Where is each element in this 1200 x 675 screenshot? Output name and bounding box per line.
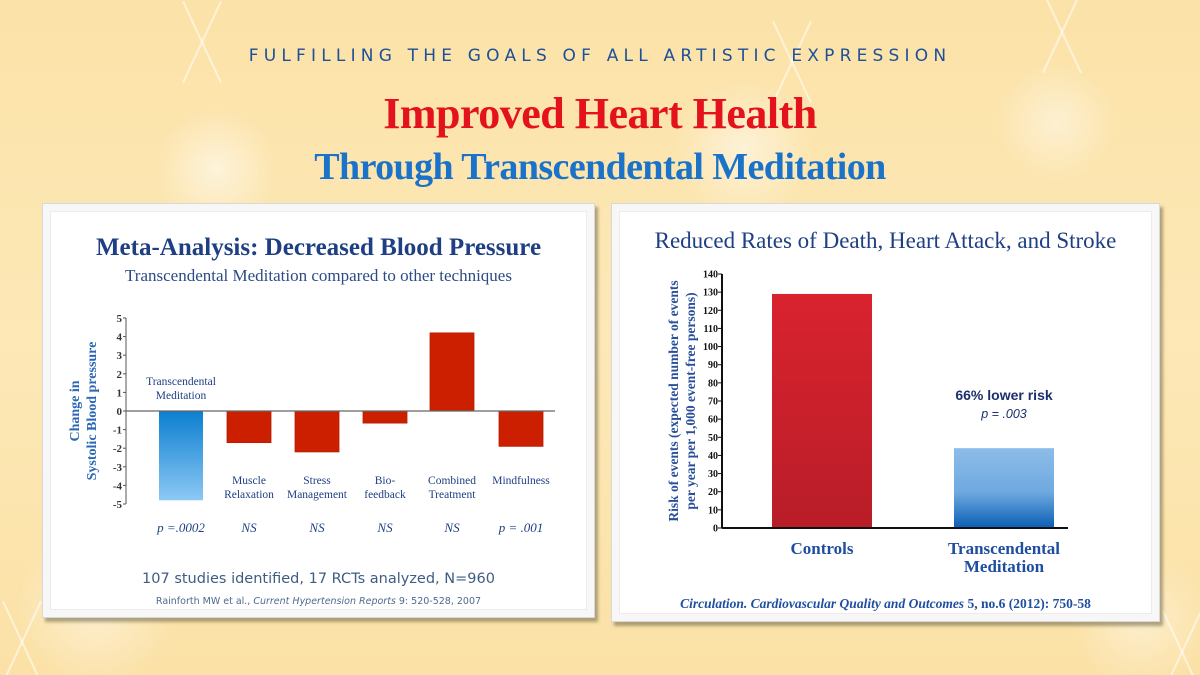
y-tick-label: -2 bbox=[113, 443, 123, 455]
chart-title: Meta-Analysis: Decreased Blood Pressure bbox=[95, 234, 542, 261]
bar-controls bbox=[772, 293, 872, 528]
category-label: Stress Management bbox=[287, 475, 348, 501]
category-label-line: Management bbox=[287, 489, 348, 501]
p-value-label: p = .003 bbox=[980, 407, 1027, 421]
y-tick-label: 140 bbox=[703, 270, 718, 281]
category-label-line: Meditation bbox=[156, 390, 207, 402]
sparkle-decoration bbox=[1180, 650, 1184, 654]
significance-label: NS bbox=[443, 520, 460, 535]
category-label: Transcendental Meditation bbox=[948, 539, 1060, 576]
sparkle-decoration bbox=[20, 640, 24, 644]
y-tick-label: 20 bbox=[708, 487, 718, 498]
bar bbox=[362, 410, 408, 424]
category-label-line: Controls bbox=[791, 539, 854, 558]
category-label: Muscle Relaxation bbox=[224, 475, 274, 501]
panel-inner: Meta-Analysis: Decreased Blood Pressure … bbox=[50, 211, 587, 610]
bar bbox=[429, 332, 475, 412]
category-label-line: Transcendental bbox=[948, 539, 1060, 558]
category-label-line: Bio- bbox=[375, 475, 396, 487]
category-label: Combined Treatment bbox=[428, 475, 476, 501]
category-label-line: Relaxation bbox=[224, 489, 274, 501]
y-tick-label: 10 bbox=[708, 505, 718, 516]
bar bbox=[226, 410, 272, 444]
y-tick-label: 0 bbox=[117, 406, 123, 418]
y-tick-label: 120 bbox=[703, 306, 718, 317]
y-tick-label: -3 bbox=[113, 462, 123, 474]
bar-transcendental-meditation bbox=[954, 448, 1054, 528]
y-axis-label-line: Risk of events (expected number of event… bbox=[666, 280, 681, 521]
study-summary: 107 studies identified, 17 RCTs analyzed… bbox=[142, 571, 495, 587]
y-tick-label: 70 bbox=[708, 397, 718, 408]
blood-pressure-chart: 5 4 3 2 1 0 -1 -2 -3 -4 -5 Change in Systolic Blood … bbox=[68, 313, 555, 535]
significance-label: NS bbox=[376, 520, 393, 535]
category-label-line: Combined bbox=[428, 475, 476, 487]
y-tick-label: 90 bbox=[708, 360, 718, 371]
citation: Rainforth MW et al., Current Hypertensio… bbox=[51, 596, 586, 607]
bar bbox=[498, 410, 544, 447]
category-label-line: Transcendental bbox=[146, 376, 216, 388]
y-axis-label-line: per year per 1,000 event-free persons) bbox=[683, 292, 698, 509]
category-label: Controls bbox=[791, 539, 854, 558]
y-axis-label: Change in Systolic Blood pressure bbox=[68, 342, 100, 481]
category-label: Mindfulness bbox=[492, 475, 550, 487]
category-label-line: Treatment bbox=[429, 489, 477, 501]
y-tick-label: 30 bbox=[708, 469, 718, 480]
y-tick-label: 60 bbox=[708, 415, 718, 426]
sparkle-decoration bbox=[200, 40, 204, 44]
category-label-line: Muscle bbox=[232, 475, 266, 487]
bar bbox=[294, 410, 340, 453]
y-tick-label: 2 bbox=[117, 369, 123, 381]
y-axis-label-line: Change in bbox=[68, 380, 83, 441]
risk-reduction-label: 66% lower risk bbox=[955, 387, 1052, 403]
y-tick-label: 4 bbox=[117, 332, 123, 344]
significance-label: NS bbox=[240, 520, 257, 535]
y-axis-label-line: Systolic Blood pressure bbox=[85, 342, 100, 481]
y-tick-label: 1 bbox=[117, 387, 123, 399]
category-label: Bio-feedback bbox=[364, 475, 406, 501]
y-tick-label: 0 bbox=[713, 524, 718, 535]
page-subtitle: Through Transcendental Meditation bbox=[314, 146, 886, 188]
category-label-line: feedback bbox=[364, 489, 406, 501]
citation-details: 9: 520-528, 2007 bbox=[395, 596, 482, 607]
significance-label: p =.0002 bbox=[156, 520, 205, 535]
category-label-line: Mindfulness bbox=[492, 475, 550, 487]
y-tick-label: 40 bbox=[708, 451, 718, 462]
y-tick-label: 130 bbox=[703, 288, 718, 299]
y-tick-label: 80 bbox=[708, 378, 718, 389]
y-axis-label: Risk of events (expected number of event… bbox=[666, 280, 698, 521]
cardiovascular-events-panel: Reduced Rates of Death, Heart Attack, an… bbox=[611, 203, 1160, 622]
category-label-line: Stress bbox=[303, 475, 331, 487]
citation-journal: Circulation. Cardiovascular Quality and … bbox=[680, 596, 965, 611]
y-tick-label: 100 bbox=[703, 342, 718, 353]
significance-label: p = .001 bbox=[498, 520, 544, 535]
y-tick-label: 3 bbox=[117, 350, 123, 362]
citation-details: 5, no.6 (2012): 750-58 bbox=[964, 596, 1091, 611]
y-tick-label: -4 bbox=[113, 480, 123, 492]
y-tick-label: -5 bbox=[113, 499, 123, 511]
y-tick-label: 5 bbox=[117, 313, 123, 325]
panel-inner: Reduced Rates of Death, Heart Attack, an… bbox=[619, 211, 1152, 614]
sparkle-decoration bbox=[1060, 30, 1064, 34]
significance-label: NS bbox=[308, 520, 325, 535]
category-label-line: Meditation bbox=[964, 557, 1045, 576]
citation-author: Rainforth MW et al., bbox=[155, 596, 254, 607]
y-tick-label: 50 bbox=[708, 433, 718, 444]
y-tick-label: 110 bbox=[704, 324, 718, 335]
citation-journal: Current Hypertension Reports bbox=[253, 596, 396, 607]
citation: Circulation. Cardiovascular Quality and … bbox=[620, 596, 1151, 612]
header-kicker: FULFILLING THE GOALS OF ALL ARTISTIC EXP… bbox=[248, 46, 952, 66]
y-tick-label: -1 bbox=[113, 425, 122, 437]
page-title: Improved Heart Health bbox=[383, 89, 817, 138]
bar-transcendental-meditation bbox=[159, 411, 203, 501]
chart-title: Reduced Rates of Death, Heart Attack, an… bbox=[654, 228, 1117, 253]
category-label: Transcendental Meditation bbox=[146, 376, 216, 402]
chart-subtitle: Transcendental Meditation compared to ot… bbox=[125, 266, 512, 285]
blood-pressure-panel: Meta-Analysis: Decreased Blood Pressure … bbox=[42, 203, 595, 618]
